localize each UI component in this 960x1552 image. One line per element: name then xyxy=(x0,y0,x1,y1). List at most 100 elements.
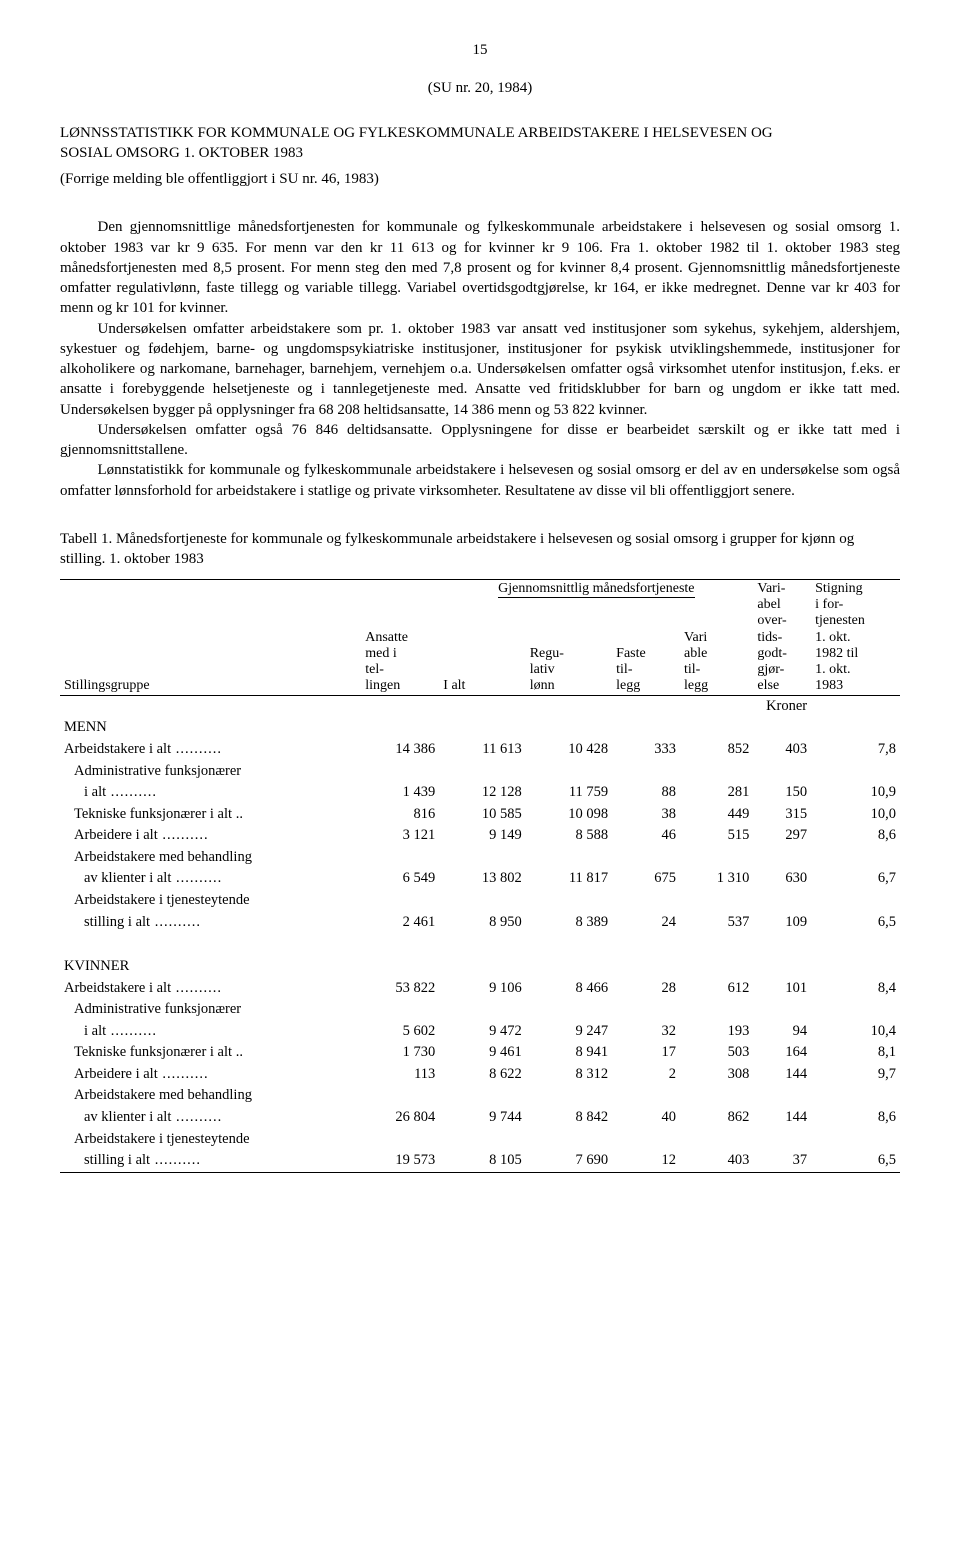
cell: 46 xyxy=(612,825,680,847)
table-row: av klienter i alt 6 54913 80211 8176751 … xyxy=(60,868,900,890)
cell: 11 817 xyxy=(526,868,612,890)
cell: 6 549 xyxy=(361,868,439,890)
cell: 315 xyxy=(753,804,811,826)
cell: 10,4 xyxy=(811,1021,900,1043)
cell: 403 xyxy=(680,1150,753,1172)
cell: 6,7 xyxy=(811,868,900,890)
row-label: Administrative funksjonærer xyxy=(60,999,361,1021)
cell: 308 xyxy=(680,1064,753,1086)
row-label: Arbeidstakere i tjenesteytende xyxy=(60,890,361,912)
table-row: stilling i alt 2 4618 9508 389245371096,… xyxy=(60,912,900,934)
cell: 8 588 xyxy=(526,825,612,847)
cell: 9 247 xyxy=(526,1021,612,1043)
cell: 19 573 xyxy=(361,1150,439,1172)
table-row: Arbeidere i alt 1138 6228 31223081449,7 xyxy=(60,1064,900,1086)
cell: 12 128 xyxy=(439,782,525,804)
cell: 1 439 xyxy=(361,782,439,804)
cell: 32 xyxy=(612,1021,680,1043)
cell: 297 xyxy=(753,825,811,847)
cell: 9 149 xyxy=(439,825,525,847)
cell: 1 310 xyxy=(680,868,753,890)
cell: 164 xyxy=(753,1042,811,1064)
cell: 5 602 xyxy=(361,1021,439,1043)
cell: 816 xyxy=(361,804,439,826)
cell: 8,1 xyxy=(811,1042,900,1064)
section-menn: MENN xyxy=(60,717,900,739)
cell: 8 941 xyxy=(526,1042,612,1064)
cell: 9,7 xyxy=(811,1064,900,1086)
row-label: Arbeidstakere i alt xyxy=(64,741,171,757)
row-label: Arbeidstakere i tjenesteytende xyxy=(60,1129,361,1151)
cell: 8 842 xyxy=(526,1107,612,1129)
cell: 26 804 xyxy=(361,1107,439,1129)
title-block: LØNNSSTATISTIKK FOR KOMMUNALE OG FYLKESK… xyxy=(60,123,900,164)
cell: 9 744 xyxy=(439,1107,525,1129)
row-label: Administrative funksjonærer xyxy=(60,761,361,783)
paragraph-3: Undersøkelsen omfatter også 76 846 delti… xyxy=(60,420,900,461)
col-regu: Regu-lativlønn xyxy=(526,599,612,695)
cell: 9 106 xyxy=(439,978,525,1000)
row-label: i alt xyxy=(74,1023,106,1039)
paragraph-1: Den gjennomsnittlige månedsfortjenesten … xyxy=(60,217,900,318)
sub-reference: (Forrige melding ble offentliggjort i SU… xyxy=(60,169,900,189)
table-row: i alt 5 6029 4729 247321939410,4 xyxy=(60,1021,900,1043)
table-row: Administrative funksjonærer xyxy=(60,999,900,1021)
row-label: Arbeidere i alt xyxy=(74,1066,158,1082)
cell: 109 xyxy=(753,912,811,934)
table-row: i alt 1 43912 12811 7598828115010,9 xyxy=(60,782,900,804)
paragraph-4: Lønnstatistikk for kommunale og fylkesko… xyxy=(60,460,900,501)
cell: 38 xyxy=(612,804,680,826)
cell: 8,6 xyxy=(811,825,900,847)
cell: 53 822 xyxy=(361,978,439,1000)
cell: 11 613 xyxy=(439,739,525,761)
cell: 14 386 xyxy=(361,739,439,761)
table-row: Arbeidstakere med behandling xyxy=(60,1085,900,1107)
cell: 8,6 xyxy=(811,1107,900,1129)
kroner-label: Kroner xyxy=(439,695,811,717)
paragraph-2: Undersøkelsen omfatter arbeidstakere som… xyxy=(60,319,900,420)
col-variabel: Vari-abelover-tids-godt-gjør-else xyxy=(753,580,811,696)
cell: 193 xyxy=(680,1021,753,1043)
table-row: Arbeidstakere i alt 14 386 11 613 10 428… xyxy=(60,739,900,761)
col-ansatte: Ansattemed itel-lingen xyxy=(361,580,439,696)
cell: 8 950 xyxy=(439,912,525,934)
col-stigning: Stigningi for-tjenesten1. okt.1982 til1.… xyxy=(811,580,900,696)
cell: 10 585 xyxy=(439,804,525,826)
cell: 2 461 xyxy=(361,912,439,934)
cell: 2 xyxy=(612,1064,680,1086)
body-text: Den gjennomsnittlige månedsfortjenesten … xyxy=(60,217,900,501)
cell: 675 xyxy=(612,868,680,890)
cell: 37 xyxy=(753,1150,811,1172)
row-label: Arbeidstakere med behandling xyxy=(60,847,361,869)
row-label: Tekniske funksjonærer i alt xyxy=(74,1044,232,1060)
cell: 281 xyxy=(680,782,753,804)
row-label: Arbeidere i alt xyxy=(74,827,158,843)
data-table: Stillingsgruppe Ansattemed itel-lingen G… xyxy=(60,579,900,1172)
cell: 8 312 xyxy=(526,1064,612,1086)
cell: 101 xyxy=(753,978,811,1000)
title-line-1: LØNNSSTATISTIKK FOR KOMMUNALE OG FYLKESK… xyxy=(60,123,900,143)
cell: 8 466 xyxy=(526,978,612,1000)
cell: 9 461 xyxy=(439,1042,525,1064)
cell: 24 xyxy=(612,912,680,934)
section-kvinner: KVINNER xyxy=(60,933,900,978)
cell: 515 xyxy=(680,825,753,847)
cell: 333 xyxy=(612,739,680,761)
row-label: Tekniske funksjonærer i alt xyxy=(74,806,232,822)
reference-top: (SU nr. 20, 1984) xyxy=(60,78,900,98)
row-label: stilling i alt xyxy=(74,914,150,930)
table-row: Arbeidstakere i tjenesteytende xyxy=(60,890,900,912)
cell: 10,0 xyxy=(811,804,900,826)
cell: 144 xyxy=(753,1064,811,1086)
table-row: av klienter i alt 26 8049 7448 842408621… xyxy=(60,1107,900,1129)
row-label: stilling i alt xyxy=(74,1152,150,1168)
table-row: Arbeidere i alt 3 1219 1498 588465152978… xyxy=(60,825,900,847)
row-label: av klienter i alt xyxy=(74,1109,171,1125)
table-row: Arbeidstakere i tjenesteytende xyxy=(60,1129,900,1151)
row-label: Arbeidstakere i alt xyxy=(64,980,171,996)
cell: 8,4 xyxy=(811,978,900,1000)
cell: 7,8 xyxy=(811,739,900,761)
cell: 862 xyxy=(680,1107,753,1129)
cell: 537 xyxy=(680,912,753,934)
table-caption: Tabell 1. Månedsfortjeneste for kommunal… xyxy=(60,529,900,570)
